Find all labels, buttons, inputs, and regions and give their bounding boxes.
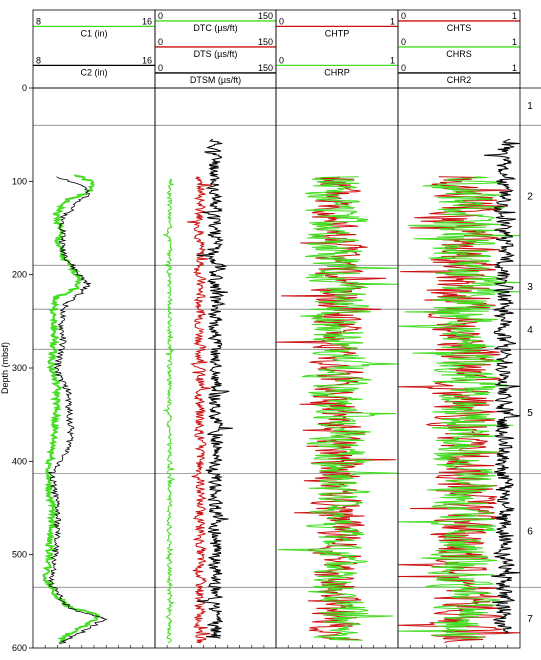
unit-label: 4 (527, 325, 533, 336)
scale-max-label: 150 (258, 63, 273, 73)
scale-min-label: 0 (279, 16, 284, 26)
depth-tick-label: 300 (12, 363, 27, 373)
depth-tick-label: 500 (12, 550, 27, 560)
log-curve-dts (186, 176, 213, 644)
unit-label: 3 (527, 282, 533, 293)
curve-name-label: C1 (in) (80, 28, 107, 38)
log-curve-dtsm (196, 138, 233, 639)
curve-name-label: CHTP (325, 28, 350, 38)
depth-axis: 0 100 200 300 400 500 600 Depth (mbsf) (0, 83, 509, 653)
curves (42, 138, 521, 644)
unit-labels: 1 2 3 4 5 6 7 (527, 101, 533, 625)
curve-name-label: CHR2 (447, 75, 472, 85)
curve-name-label: C2 (in) (80, 67, 107, 77)
scale-max-label: 16 (142, 16, 152, 26)
scale-max-label: 1 (512, 37, 517, 47)
scale-max-label: 1 (512, 11, 517, 21)
unit-label: 2 (527, 191, 533, 202)
depth-tick-label: 100 (12, 176, 27, 186)
scale-max-label: 150 (258, 11, 273, 21)
curve-name-label: DTS (µs/ft) (194, 49, 238, 59)
curve-name-label: DTSM (µs/ft) (190, 75, 241, 85)
scale-min-label: 0 (158, 63, 163, 73)
scale-max-label: 150 (258, 37, 273, 47)
depth-axis-label: Depth (mbsf) (0, 342, 10, 394)
unit-label: 5 (527, 408, 533, 419)
log-curve-chrp (277, 176, 399, 641)
scale-max-label: 1 (390, 55, 395, 65)
curve-name-label: CHRS (446, 49, 472, 59)
unit-label: 6 (527, 526, 533, 537)
scale-min-label: 0 (401, 37, 406, 47)
scale-min-label: 0 (158, 11, 163, 21)
scale-max-label: 1 (512, 63, 517, 73)
curve-name-label: CHRP (324, 67, 350, 77)
depth-tick-label: 400 (12, 456, 27, 466)
depth-tick-label: 0 (22, 83, 27, 93)
depth-tick-label: 200 (12, 270, 27, 280)
log-curve-chrs (397, 176, 521, 640)
track-headers: 8 16 C1 (in) 8 16 C2 (in) 0 150 DTC (µs/ft) 0 150 D… (32, 9, 521, 89)
depth-tick-label: 600 (12, 643, 27, 653)
c1-curve (42, 173, 101, 644)
scale-max-label: 1 (390, 16, 395, 26)
scale-min-label: 0 (401, 11, 406, 21)
unit-label: 1 (527, 101, 533, 112)
scale-min-label: 0 (158, 37, 163, 47)
log-curve-dtc (162, 178, 176, 644)
log-curve-chtp (275, 176, 397, 641)
unit-label: 7 (527, 614, 533, 625)
scale-min-label: 0 (401, 63, 406, 73)
c2-curve (47, 176, 108, 644)
scale-min-label: 0 (279, 55, 284, 65)
scale-min-label: 8 (36, 16, 41, 26)
curve-name-label: DTC (µs/ft) (193, 23, 237, 33)
curve-name-label: CHTS (447, 23, 472, 33)
scale-max-label: 16 (142, 55, 152, 65)
scale-min-label: 8 (36, 55, 41, 65)
